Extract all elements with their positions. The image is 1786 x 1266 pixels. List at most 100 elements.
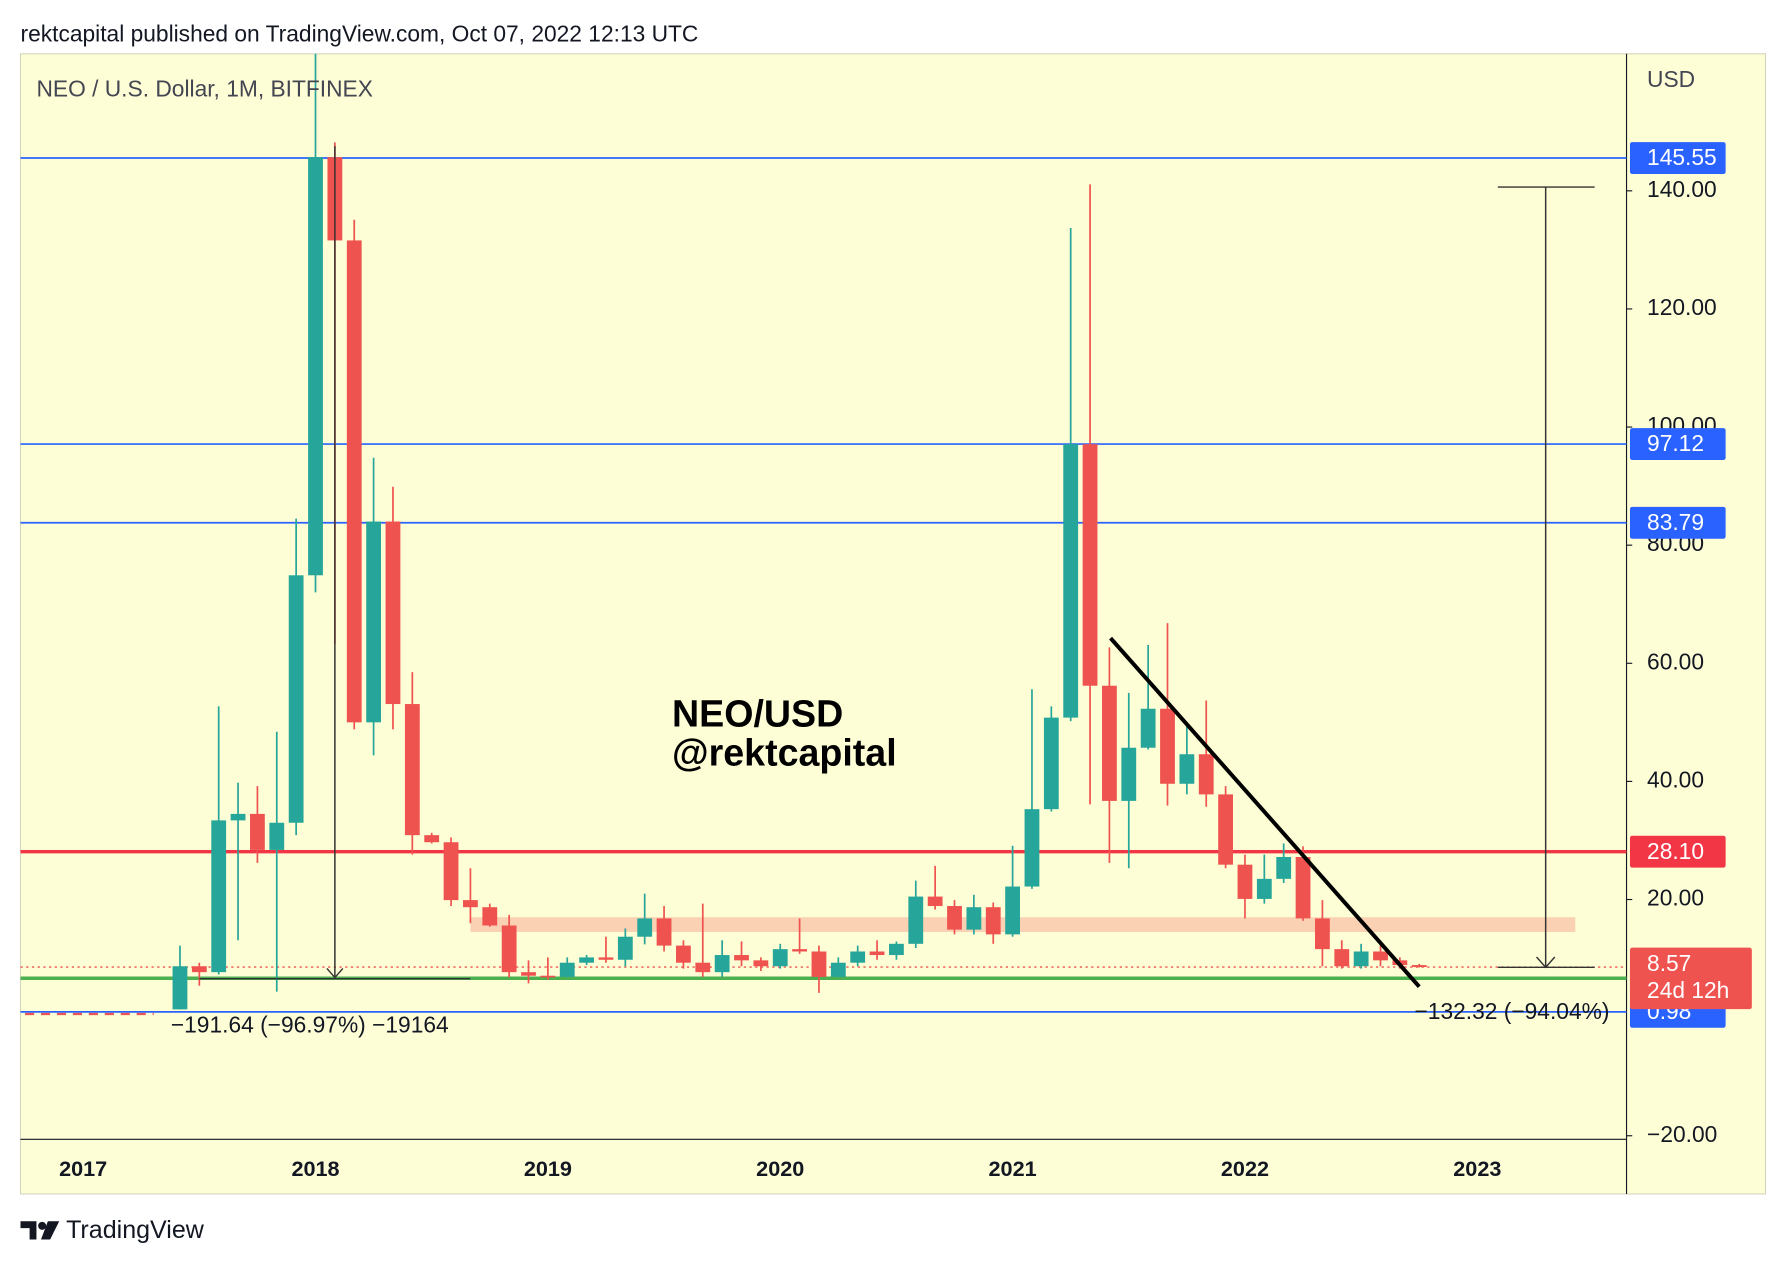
- publish-note: rektcapital published on TradingView.com…: [21, 21, 699, 47]
- trendline: [1109, 636, 1421, 988]
- candle-body: [1218, 794, 1234, 865]
- candle-body: [463, 900, 478, 908]
- candle-body: [753, 960, 769, 967]
- candle-body: [1237, 864, 1253, 899]
- level-label: 83.79: [1647, 509, 1704, 535]
- measure-label: −132.32 (−94.04%): [1415, 998, 1610, 1024]
- candle-body: [927, 896, 943, 907]
- candle-body: [1043, 717, 1059, 810]
- level-label-box: [1629, 506, 1726, 539]
- symbol-title: NEO / U.S. Dollar, 1M, BITFINEX: [36, 75, 373, 101]
- candle-body: [869, 951, 885, 956]
- candle-body: [1198, 754, 1214, 795]
- candle-body: [172, 966, 188, 1010]
- candle-body: [250, 813, 265, 850]
- y-tick-label: 120.00: [1647, 294, 1717, 320]
- candle-body: [346, 240, 362, 723]
- candle-body: [1295, 856, 1311, 919]
- measure-arrow: [1535, 956, 1556, 969]
- level-label-box: [1629, 428, 1726, 461]
- axes: −20.0020.0040.0060.0080.00100.00120.0014…: [59, 176, 1717, 1181]
- candle-body: [714, 955, 730, 973]
- candle-body: [211, 820, 227, 973]
- x-tick-label: 2018: [291, 1156, 339, 1181]
- candle-body: [1102, 685, 1117, 801]
- x-tick-label: 2021: [989, 1156, 1037, 1181]
- level-label: 97.12: [1647, 430, 1704, 456]
- candle-body: [424, 835, 440, 843]
- candle-body: [1411, 965, 1427, 968]
- y-tick-label: 140.00: [1647, 176, 1717, 202]
- x-tick-label: 2023: [1453, 1156, 1501, 1181]
- candle-body: [559, 962, 575, 977]
- candle-body: [1063, 444, 1079, 718]
- candle-body: [1179, 754, 1195, 784]
- watermark: @rektcapital: [672, 731, 897, 773]
- last-price-box: [1629, 947, 1752, 1010]
- brand-logo: TradingView: [20, 1216, 205, 1244]
- candle-body: [617, 936, 633, 960]
- candle-body: [191, 966, 207, 973]
- candle-body: [1334, 949, 1350, 967]
- candle-body: [792, 949, 808, 952]
- x-tick-label: 2019: [524, 1156, 572, 1181]
- candle-body: [579, 957, 595, 963]
- x-tick-label: 2017: [59, 1156, 107, 1181]
- candle-body: [811, 951, 827, 977]
- y-tick-label: −20.00: [1647, 1121, 1717, 1147]
- candle-body: [598, 957, 614, 960]
- y-tick-label: 60.00: [1647, 648, 1704, 674]
- drawings: −191.64 (−96.97%) −19164 −132.32 (−94.04…: [36, 66, 1752, 1038]
- candle-body: [966, 907, 982, 930]
- support-zone: [470, 917, 1576, 933]
- candle-body: [772, 949, 788, 967]
- plot: [20, 53, 1627, 1016]
- brand-name: TradingView: [66, 1216, 205, 1244]
- watermark: NEO/USD: [672, 693, 843, 735]
- currency-label: USD: [1647, 66, 1695, 92]
- candle-body: [1353, 951, 1369, 967]
- y-tick-label: 40.00: [1647, 766, 1704, 792]
- candle-body: [1140, 708, 1156, 748]
- candle-body: [637, 918, 653, 937]
- candle-body: [404, 704, 420, 836]
- logo-mark: [38, 1221, 47, 1230]
- candle-body: [1373, 951, 1388, 961]
- candle-body: [1276, 856, 1292, 879]
- candle-body: [1024, 809, 1040, 887]
- x-tick-label: 2020: [756, 1156, 804, 1181]
- y-tick-label: 20.00: [1647, 885, 1704, 911]
- candle-body: [269, 822, 285, 850]
- candle-body: [501, 925, 517, 973]
- candle-body: [1256, 878, 1272, 899]
- candle-body: [308, 157, 323, 576]
- candle-body: [830, 962, 846, 977]
- candle-body: [288, 575, 304, 823]
- level-label-box: [1629, 835, 1726, 868]
- level-label: 28.10: [1647, 838, 1704, 864]
- candle-body: [230, 813, 246, 821]
- measure-label: −191.64 (−96.97%) −19164: [171, 1012, 449, 1038]
- candle-body: [908, 896, 924, 944]
- x-tick-label: 2022: [1221, 1156, 1269, 1181]
- candle-body: [443, 842, 459, 901]
- candle-body: [540, 975, 556, 978]
- candle-body: [676, 945, 691, 963]
- candle-body: [482, 907, 498, 926]
- candle-body: [734, 955, 749, 961]
- candle-body: [695, 962, 711, 973]
- candle-body: [1082, 444, 1098, 686]
- level-label-box: [1629, 142, 1726, 174]
- candle-body: [889, 943, 904, 956]
- candle-body: [947, 906, 962, 930]
- candle-body: [1121, 747, 1137, 801]
- level-label: 145.55: [1647, 144, 1717, 170]
- candle-body: [385, 521, 401, 705]
- candle-body: [1315, 918, 1330, 950]
- candle-body: [366, 521, 382, 723]
- measure-arrow: [326, 967, 344, 979]
- bar-countdown: 24d 12h: [1647, 977, 1729, 1003]
- last-price-label: 8.57: [1647, 950, 1691, 976]
